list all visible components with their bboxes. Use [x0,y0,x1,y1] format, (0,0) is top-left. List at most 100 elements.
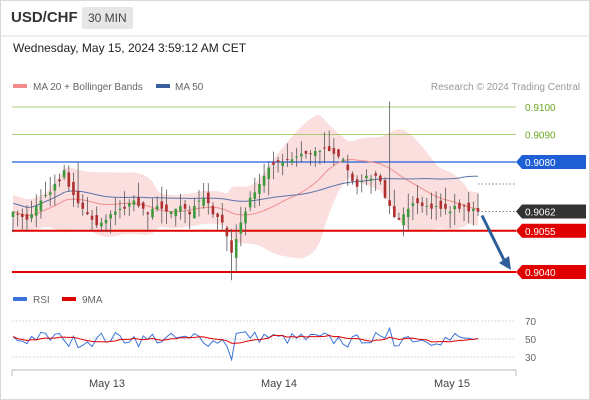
candle-body-87 [416,198,419,204]
date-label-may14: May 14 [261,378,297,390]
candle-body-84 [402,214,405,226]
candle-body-91 [434,206,438,207]
rsi-9ma-line [12,334,479,344]
legend-swatch-ma50 [156,84,170,88]
ma50-line [12,175,478,208]
candle-body-24 [123,206,126,209]
candle-body-43 [211,205,215,215]
rsi-tick-70: 70 [525,317,537,328]
price-chart: 0.9100 0.9090 0.9080 0.9062 0.9055 0.9040 [11,101,586,281]
timeframe-badge[interactable]: 30 MIN [82,7,133,29]
legend-ma20-label: MA 20 + Bollinger Bands [33,82,143,93]
candle-body-23 [118,208,122,211]
legend-swatch-ma20 [13,84,27,88]
candle-body-51 [248,197,252,208]
candle-body-63 [304,150,308,154]
candle-body-71 [341,159,345,162]
candle-body-50 [244,211,247,224]
candle-body-58 [281,162,284,167]
candle-body-68 [327,146,331,151]
chart-header: USD/CHF 30 MIN [0,0,590,36]
candle-body-77 [369,178,373,181]
candle-body-19 [100,222,103,227]
candle-body-78 [374,173,377,176]
candle-body-27 [137,197,140,206]
candle-body-79 [379,175,382,182]
candle-body-76 [365,175,368,179]
candle-body-26 [132,200,136,205]
candle-body-13 [72,181,75,195]
candle-body-48 [234,239,238,258]
candle-body-52 [253,192,257,199]
legends: MA 20 + Bollinger Bands MA 50 Research ©… [13,82,580,306]
candle-body-28 [141,202,145,209]
candle-body-33 [165,204,168,212]
candle-body-81 [388,200,391,206]
candle-body-21 [109,214,112,219]
candle-body-54 [262,175,266,186]
credit-text: Research © 2024 Trading Central [431,82,580,93]
candle-body-5 [34,206,38,216]
candle-body-57 [276,160,280,162]
candle-body-53 [258,184,261,194]
candle-body-6 [39,200,43,211]
candle-body-61 [295,156,298,158]
candle-body-67 [323,147,326,149]
candle-body-8 [48,192,52,195]
candle-body-38 [188,211,191,215]
candle-body-56 [272,162,275,165]
timestamp: Wednesday, May 15, 2024 3:59:12 AM CET [13,41,247,55]
candle-body-7 [44,195,47,196]
level-label-0.9090: 0.9090 [525,131,556,142]
candle-body-37 [183,203,187,209]
candle-body-17 [90,215,94,220]
level-label-0.9080: 0.9080 [525,158,556,169]
legend-rsi-label: RSI [33,295,50,306]
candle-body-11 [62,170,66,178]
candle-body-89 [425,206,429,207]
candle-body-41 [202,197,205,206]
candle-body-62 [300,153,303,157]
candle-body-96 [458,202,461,209]
legend-swatch-9ma [62,297,76,301]
candle-body-70 [337,149,340,157]
candle-body-72 [346,164,350,171]
candle-body-85 [406,208,410,218]
candle-body-88 [420,202,424,206]
candle-body-45 [220,214,224,223]
level-label-0.9040: 0.9040 [525,268,556,279]
candle-body-31 [155,206,159,210]
candle-body-12 [67,172,71,187]
legend-ma50-label: MA 50 [175,82,204,93]
candle-body-3 [25,214,29,220]
candle-body-99 [472,208,475,212]
candle-body-32 [160,201,164,209]
candle-body-39 [193,206,196,219]
level-label-0.9055: 0.9055 [525,227,556,238]
candle-body-2 [21,213,24,217]
rsi-line [12,326,479,362]
candle-body-34 [169,211,173,214]
candle-body-15 [81,202,85,209]
candle-body-74 [355,179,359,187]
pair-symbol: USD/CHF [11,9,78,26]
rsi-chart: 70 50 30 [12,317,537,364]
candle-body-66 [318,151,322,152]
candle-body-100 [476,208,480,212]
candle-body-42 [207,192,210,204]
candle-body-14 [76,190,80,204]
candle-body-22 [114,211,117,215]
candle-body-92 [439,200,443,209]
level-label-0.9100: 0.9100 [525,103,556,114]
candle-body-55 [267,167,271,180]
candle-body-47 [230,240,233,253]
candle-body-36 [179,206,182,212]
rsi-tick-50: 50 [525,335,537,346]
candle-body-59 [286,159,289,161]
candle-body-69 [332,148,336,154]
candle-body-46 [225,227,229,237]
candle-body-9 [53,184,57,191]
candle-body-98 [467,202,470,212]
legend-9ma-label: 9MA [82,295,103,306]
